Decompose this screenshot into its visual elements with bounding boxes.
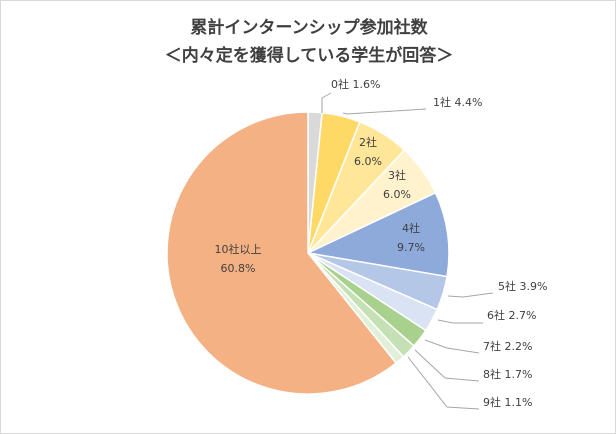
slice-labels: 0社 1.6% 1社 4.4% 2社 6.0% 3社 6.0% 4社 9.7% 5社 3.9% 6…	[215, 77, 548, 409]
slice-label-8: 8社 1.7%	[483, 367, 532, 381]
leader-line-8	[414, 349, 480, 382]
slice-label-0: 0社 1.6%	[331, 77, 380, 91]
chart-title: 累計インターンシップ参加社数	[190, 17, 428, 38]
slice-category-label-4: 4社	[402, 221, 420, 235]
leader-line-9	[407, 356, 480, 410]
slice-label-5: 5社 3.9%	[498, 279, 547, 293]
leader-line-7	[424, 339, 480, 354]
leader-line-5	[447, 292, 494, 298]
pie-slice-10	[166, 111, 398, 395]
slice-category-label-3: 3社	[388, 168, 406, 182]
pie-slices	[166, 111, 450, 395]
slice-value-label-10: 60.8%	[221, 262, 256, 275]
slice-category-label-2: 2社	[359, 135, 377, 149]
slice-category-label-10: 10社以上	[215, 242, 262, 256]
leader-line-6	[437, 319, 483, 324]
slice-label-6: 6社 2.7%	[487, 308, 536, 322]
chart-subtitle: ＜内々定を獲得している学生が回答＞	[165, 45, 454, 66]
slice-value-label-4: 9.7%	[397, 241, 425, 254]
slice-label-7: 7社 2.2%	[483, 339, 532, 353]
slice-value-label-3: 6.0%	[383, 188, 411, 201]
slice-label-9: 9社 1.1%	[483, 395, 532, 409]
leader-line-0	[321, 92, 332, 113]
leader-line-1	[342, 108, 427, 115]
leader-lines	[321, 92, 494, 410]
pie-slice-4	[305, 191, 450, 278]
slice-value-label-2: 6.0%	[354, 155, 382, 168]
slice-label-1: 1社 4.4%	[433, 95, 482, 109]
